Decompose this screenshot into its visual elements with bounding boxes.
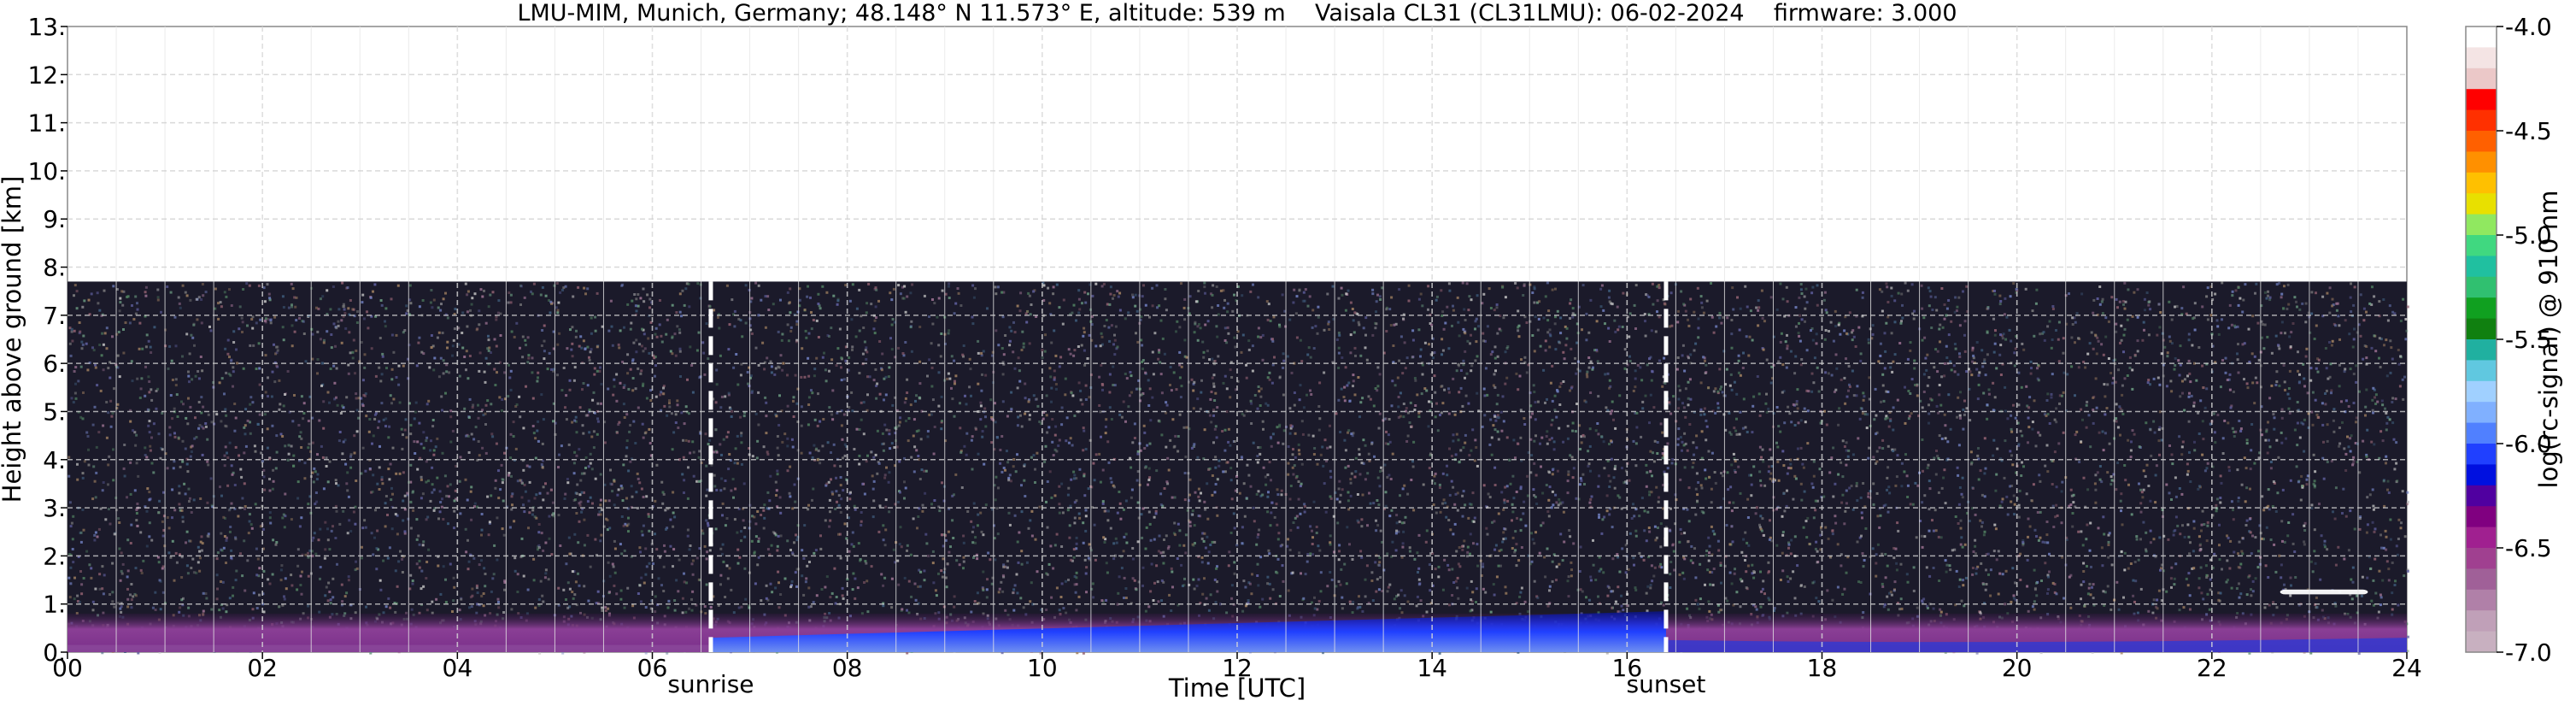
colorbar-tick-label: -5.5 [2505, 326, 2552, 354]
colorbar-segment [2466, 548, 2497, 569]
colorbar-segment [2466, 47, 2497, 69]
y-tick-label: 13. [27, 13, 66, 41]
y-tick-label: 4. [43, 446, 66, 474]
colorbar-segment [2466, 68, 2497, 90]
y-grid [67, 74, 2407, 605]
colorbar-segment [2466, 26, 2497, 48]
y-tick-label: 1. [43, 591, 66, 619]
x-tick-label: 02 [247, 654, 278, 682]
morning-surface-layer [67, 644, 711, 652]
colorbar-segment [2466, 214, 2497, 236]
colorbar-segment [2466, 464, 2497, 486]
colorbar-segment [2466, 568, 2497, 591]
y-tick-label: 11. [27, 109, 66, 138]
x-tick-label: 24 [2391, 654, 2422, 682]
colorbar-segment [2466, 402, 2497, 424]
x-tick-label: 22 [2197, 654, 2227, 682]
y-tick-label: 7. [43, 302, 66, 330]
x-tick-label: 14 [1417, 654, 1447, 682]
x-tick-label: 06 [637, 654, 668, 682]
colorbar-segment [2466, 193, 2497, 215]
x-axis-label: Time [UTC] [1168, 674, 1306, 703]
colorbar-segment [2466, 276, 2497, 298]
x-tick-label: 00 [52, 654, 83, 682]
cloud-return [2280, 589, 2368, 595]
y-tick-label: 8. [43, 254, 66, 282]
x-tick-label: 12 [1222, 654, 1253, 682]
colorbar-segment [2466, 422, 2497, 444]
x-axis-ticks: 00 02 04 06 08 10 12 14 16 18 20 22 24 [52, 652, 2422, 682]
sun-markers: sunrise sunset [667, 281, 1705, 698]
y-axis-ticks: 0. 1. 2. 3. 4. 5. 6. 7. 8. 9. 10. 11. 12. 13. [27, 13, 67, 667]
x-tick-label: 04 [443, 654, 473, 682]
colorbar-label: log(rc-signal) @ 910 nm [2534, 191, 2563, 489]
colorbar-segment [2466, 485, 2497, 507]
sun-marker-label: sunrise [667, 670, 754, 698]
colorbar-tick-label: -6.5 [2505, 534, 2552, 562]
colorbar-segment [2466, 527, 2497, 549]
colorbar-tick-label: -7.0 [2505, 638, 2552, 667]
y-tick-label: 5. [43, 397, 66, 426]
colorbar-tick-label: -6.0 [2505, 430, 2552, 458]
colorbar-segment [2466, 589, 2497, 611]
y-tick-label: 2. [43, 542, 66, 570]
colorbar-segment [2466, 131, 2497, 152]
backscatter-noise [67, 281, 2409, 655]
colorbar-segment [2466, 631, 2497, 653]
colorbar-segment [2466, 610, 2497, 632]
chart-title: LMU-MIM, Munich, Germany; 48.148° N 11.5… [517, 0, 1957, 26]
colorbar-segment [2466, 444, 2497, 465]
x-tick-label: 10 [1027, 654, 1058, 682]
colorbar-tick-label: -4.0 [2505, 13, 2552, 41]
y-tick-label: 9. [43, 205, 66, 233]
colorbar: -4.0 -4.5 -5.0 -5.5 -6.0 -6.5 -7.0 [2465, 13, 2552, 667]
evening-surface-layer [1665, 638, 2407, 652]
colorbar-segment [2466, 318, 2497, 340]
colorbar-tick-label: -5.0 [2505, 221, 2552, 250]
y-tick-label: 3. [43, 494, 66, 522]
y-tick-label: 6. [43, 350, 66, 378]
x-tick-label: 16 [1612, 654, 1643, 682]
colorbar-segment [2466, 256, 2497, 278]
colorbar-segment [2466, 380, 2497, 403]
colorbar-segment [2466, 109, 2497, 132]
colorbar-segment [2466, 172, 2497, 194]
colorbar-segment [2466, 506, 2497, 528]
y-tick-label: 0. [43, 638, 66, 667]
colorbar-segment [2466, 151, 2497, 174]
y-tick-label: 12. [27, 61, 66, 89]
y-axis-label: Height above ground [km] [0, 176, 26, 503]
colorbar-segment [2466, 89, 2497, 111]
y-tick-label: 10. [27, 157, 66, 185]
x-grid [115, 26, 2359, 652]
colorbar-segment [2466, 297, 2497, 320]
sun-marker-label: sunset [1627, 670, 1706, 698]
colorbar-segment [2466, 360, 2497, 382]
colorbar-tick-label: -4.5 [2505, 117, 2552, 145]
x-tick-label: 08 [832, 654, 863, 682]
x-tick-label: 20 [2002, 654, 2033, 682]
colorbar-segment [2466, 339, 2497, 361]
x-tick-label: 18 [1807, 654, 1838, 682]
colorbar-segment [2466, 235, 2497, 256]
